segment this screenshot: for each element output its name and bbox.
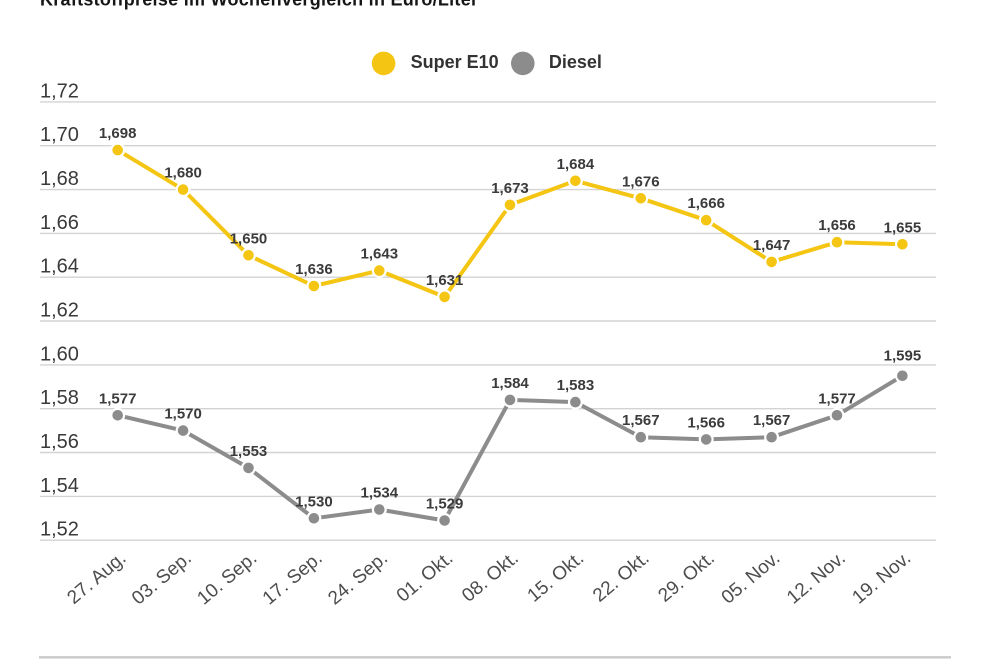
svg-text:1,636: 1,636: [295, 261, 333, 278]
svg-text:1,553: 1,553: [230, 443, 268, 460]
svg-text:05. Nov.: 05. Nov.: [718, 548, 785, 609]
svg-text:1,684: 1,684: [557, 156, 595, 173]
svg-text:1,666: 1,666: [687, 195, 725, 212]
svg-text:1,534: 1,534: [361, 485, 399, 502]
svg-text:1,567: 1,567: [622, 412, 660, 429]
svg-text:29. Okt.: 29. Okt.: [654, 548, 718, 607]
svg-text:1,656: 1,656: [818, 217, 856, 234]
svg-text:1,530: 1,530: [295, 493, 333, 510]
svg-text:1,650: 1,650: [230, 230, 268, 247]
svg-text:17. Sep.: 17. Sep.: [259, 548, 327, 610]
svg-text:1,584: 1,584: [491, 375, 529, 392]
svg-text:1,64: 1,64: [40, 256, 79, 278]
svg-text:1,54: 1,54: [40, 475, 79, 497]
svg-text:1,566: 1,566: [687, 414, 725, 431]
svg-text:19. Nov.: 19. Nov.: [848, 548, 915, 609]
svg-text:1,643: 1,643: [361, 246, 399, 263]
svg-text:15. Okt.: 15. Okt.: [524, 548, 588, 607]
svg-text:08. Okt.: 08. Okt.: [458, 548, 522, 607]
svg-text:03. Sep.: 03. Sep.: [128, 548, 196, 610]
svg-text:1,60: 1,60: [40, 343, 79, 365]
svg-text:Diesel: Diesel: [549, 52, 602, 72]
svg-text:1,529: 1,529: [426, 496, 464, 513]
svg-text:1,52: 1,52: [40, 519, 79, 541]
svg-text:12. Nov.: 12. Nov.: [783, 548, 850, 609]
svg-text:1,570: 1,570: [164, 406, 202, 423]
svg-text:1,62: 1,62: [40, 300, 79, 322]
svg-text:1,56: 1,56: [40, 431, 79, 453]
svg-text:Super E10: Super E10: [411, 52, 499, 72]
svg-text:1,595: 1,595: [884, 347, 922, 364]
svg-text:1,577: 1,577: [818, 390, 856, 407]
svg-text:1,577: 1,577: [99, 390, 137, 407]
svg-text:1,647: 1,647: [753, 237, 791, 254]
svg-text:01. Okt.: 01. Okt.: [393, 548, 457, 607]
svg-text:1,70: 1,70: [40, 124, 79, 146]
svg-text:1,567: 1,567: [753, 412, 791, 429]
svg-text:1,72: 1,72: [40, 80, 79, 102]
svg-text:1,676: 1,676: [622, 173, 660, 190]
svg-text:1,583: 1,583: [557, 377, 595, 394]
svg-text:1,698: 1,698: [99, 125, 137, 142]
svg-text:22. Okt.: 22. Okt.: [589, 548, 653, 607]
svg-text:1,631: 1,631: [426, 272, 464, 289]
svg-text:10. Sep.: 10. Sep.: [193, 548, 261, 610]
svg-text:1,655: 1,655: [884, 219, 922, 236]
svg-text:1,58: 1,58: [40, 387, 79, 409]
svg-text:1,673: 1,673: [491, 180, 529, 197]
svg-text:Kraftstoffpreise im Wochenverg: Kraftstoffpreise im Wochenvergleich in E…: [40, 0, 478, 10]
svg-text:1,66: 1,66: [40, 212, 79, 234]
svg-text:27. Aug.: 27. Aug.: [63, 548, 130, 609]
svg-text:1,680: 1,680: [164, 165, 202, 182]
svg-text:24. Sep.: 24. Sep.: [324, 548, 392, 610]
svg-text:1,68: 1,68: [40, 168, 79, 190]
